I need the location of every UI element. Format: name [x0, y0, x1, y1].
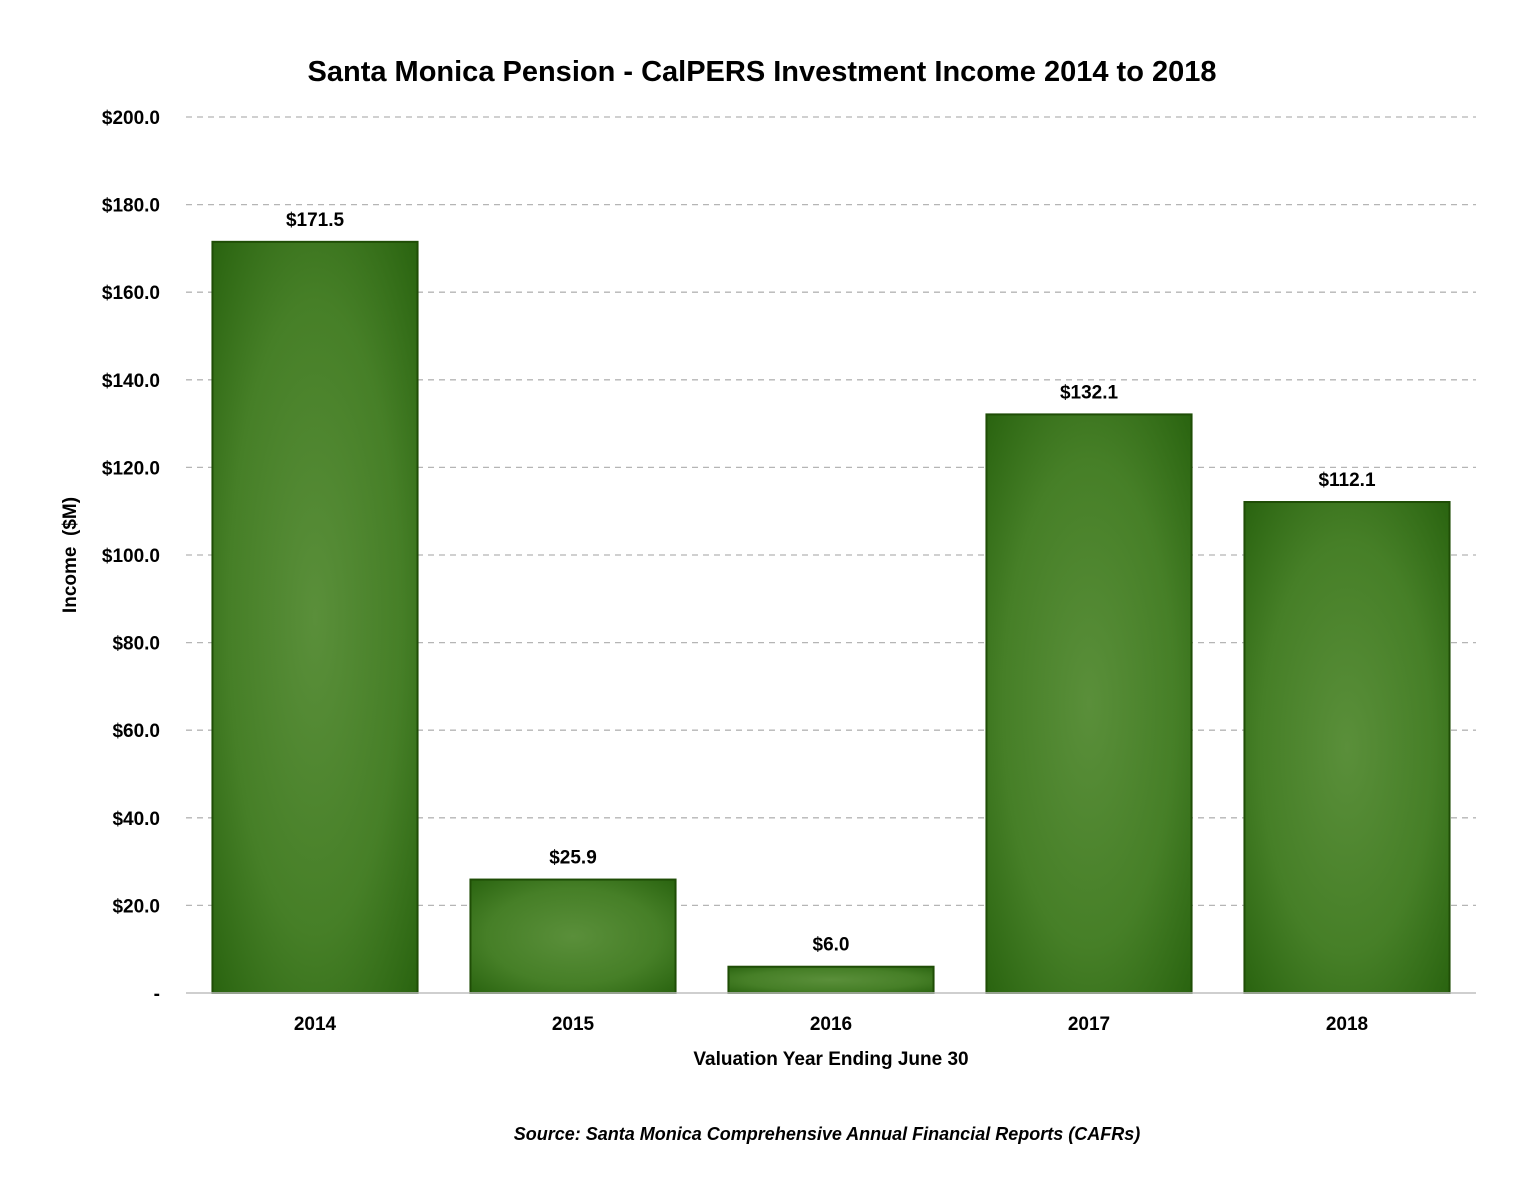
y-tick-label: $160.0: [102, 283, 160, 304]
y-tick-label: -: [154, 984, 160, 1005]
x-axis-ticks: 2014 2015 2016 2017 2018: [294, 1014, 1368, 1035]
y-axis-ticks: - $20.0 $40.0 $60.0 $80.0 $100.0 $120.0 $140.0 $…: [102, 108, 160, 1005]
y-tick-label: $120.0: [102, 458, 160, 479]
bar-2016: [727, 965, 935, 994]
data-label-2016: $6.0: [813, 935, 850, 956]
bar-2017: [985, 413, 1193, 995]
x-tick-label-2016: 2016: [810, 1014, 852, 1035]
data-label-2018: $112.1: [1318, 470, 1375, 491]
bars: [211, 240, 1451, 995]
y-tick-label: $60.0: [112, 721, 160, 742]
y-tick-label: $20.0: [112, 896, 160, 917]
y-tick-label: $200.0: [102, 108, 160, 129]
y-tick-label: $80.0: [112, 634, 160, 655]
data-label-2014: $171.5: [286, 210, 345, 231]
y-axis-label: Income ($M): [60, 497, 81, 613]
chart-title: Santa Monica Pension - CalPERS Investmen…: [308, 56, 1217, 88]
x-tick-label-2018: 2018: [1326, 1014, 1368, 1035]
data-label-2017: $132.1: [1060, 382, 1119, 403]
x-tick-label-2015: 2015: [552, 1014, 595, 1035]
data-label-2015: $25.9: [549, 848, 597, 869]
bar-2014: [211, 240, 419, 994]
y-tick-label: $40.0: [112, 809, 160, 830]
x-tick-label-2014: 2014: [294, 1014, 337, 1035]
data-labels: $171.5 $25.9 $6.0 $132.1 $112.1: [286, 210, 1376, 956]
y-tick-label: $180.0: [102, 196, 160, 217]
bar-2018: [1243, 501, 1451, 994]
y-tick-label: $100.0: [102, 546, 160, 567]
bar-2015: [469, 878, 677, 994]
x-axis-label: Valuation Year Ending June 30: [693, 1049, 968, 1070]
x-tick-label-2017: 2017: [1068, 1014, 1110, 1035]
y-tick-label: $140.0: [102, 371, 160, 392]
source-note: Source: Santa Monica Comprehensive Annua…: [514, 1124, 1140, 1144]
